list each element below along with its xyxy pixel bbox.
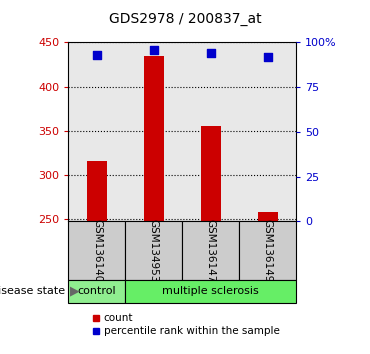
Point <box>208 50 213 56</box>
Bar <box>68 280 125 303</box>
Bar <box>201 126 221 221</box>
Bar <box>87 161 107 221</box>
Bar <box>182 221 239 280</box>
Point <box>151 47 157 52</box>
Bar <box>125 221 182 280</box>
Text: GSM136147: GSM136147 <box>206 219 216 282</box>
Point <box>265 54 270 59</box>
Bar <box>144 56 164 221</box>
Text: multiple sclerosis: multiple sclerosis <box>162 286 259 296</box>
Text: GDS2978 / 200837_at: GDS2978 / 200837_at <box>109 12 261 27</box>
Bar <box>239 221 296 280</box>
Text: control: control <box>78 286 116 296</box>
Bar <box>125 280 296 303</box>
Point <box>94 52 100 58</box>
Text: GSM136149: GSM136149 <box>263 219 273 282</box>
Text: GSM136140: GSM136140 <box>92 219 102 282</box>
Text: ▶: ▶ <box>70 285 80 298</box>
Bar <box>68 221 125 280</box>
Legend: count, percentile rank within the sample: count, percentile rank within the sample <box>92 313 279 336</box>
Bar <box>258 212 278 221</box>
Text: GSM134953: GSM134953 <box>149 219 159 282</box>
Text: disease state: disease state <box>0 286 65 296</box>
